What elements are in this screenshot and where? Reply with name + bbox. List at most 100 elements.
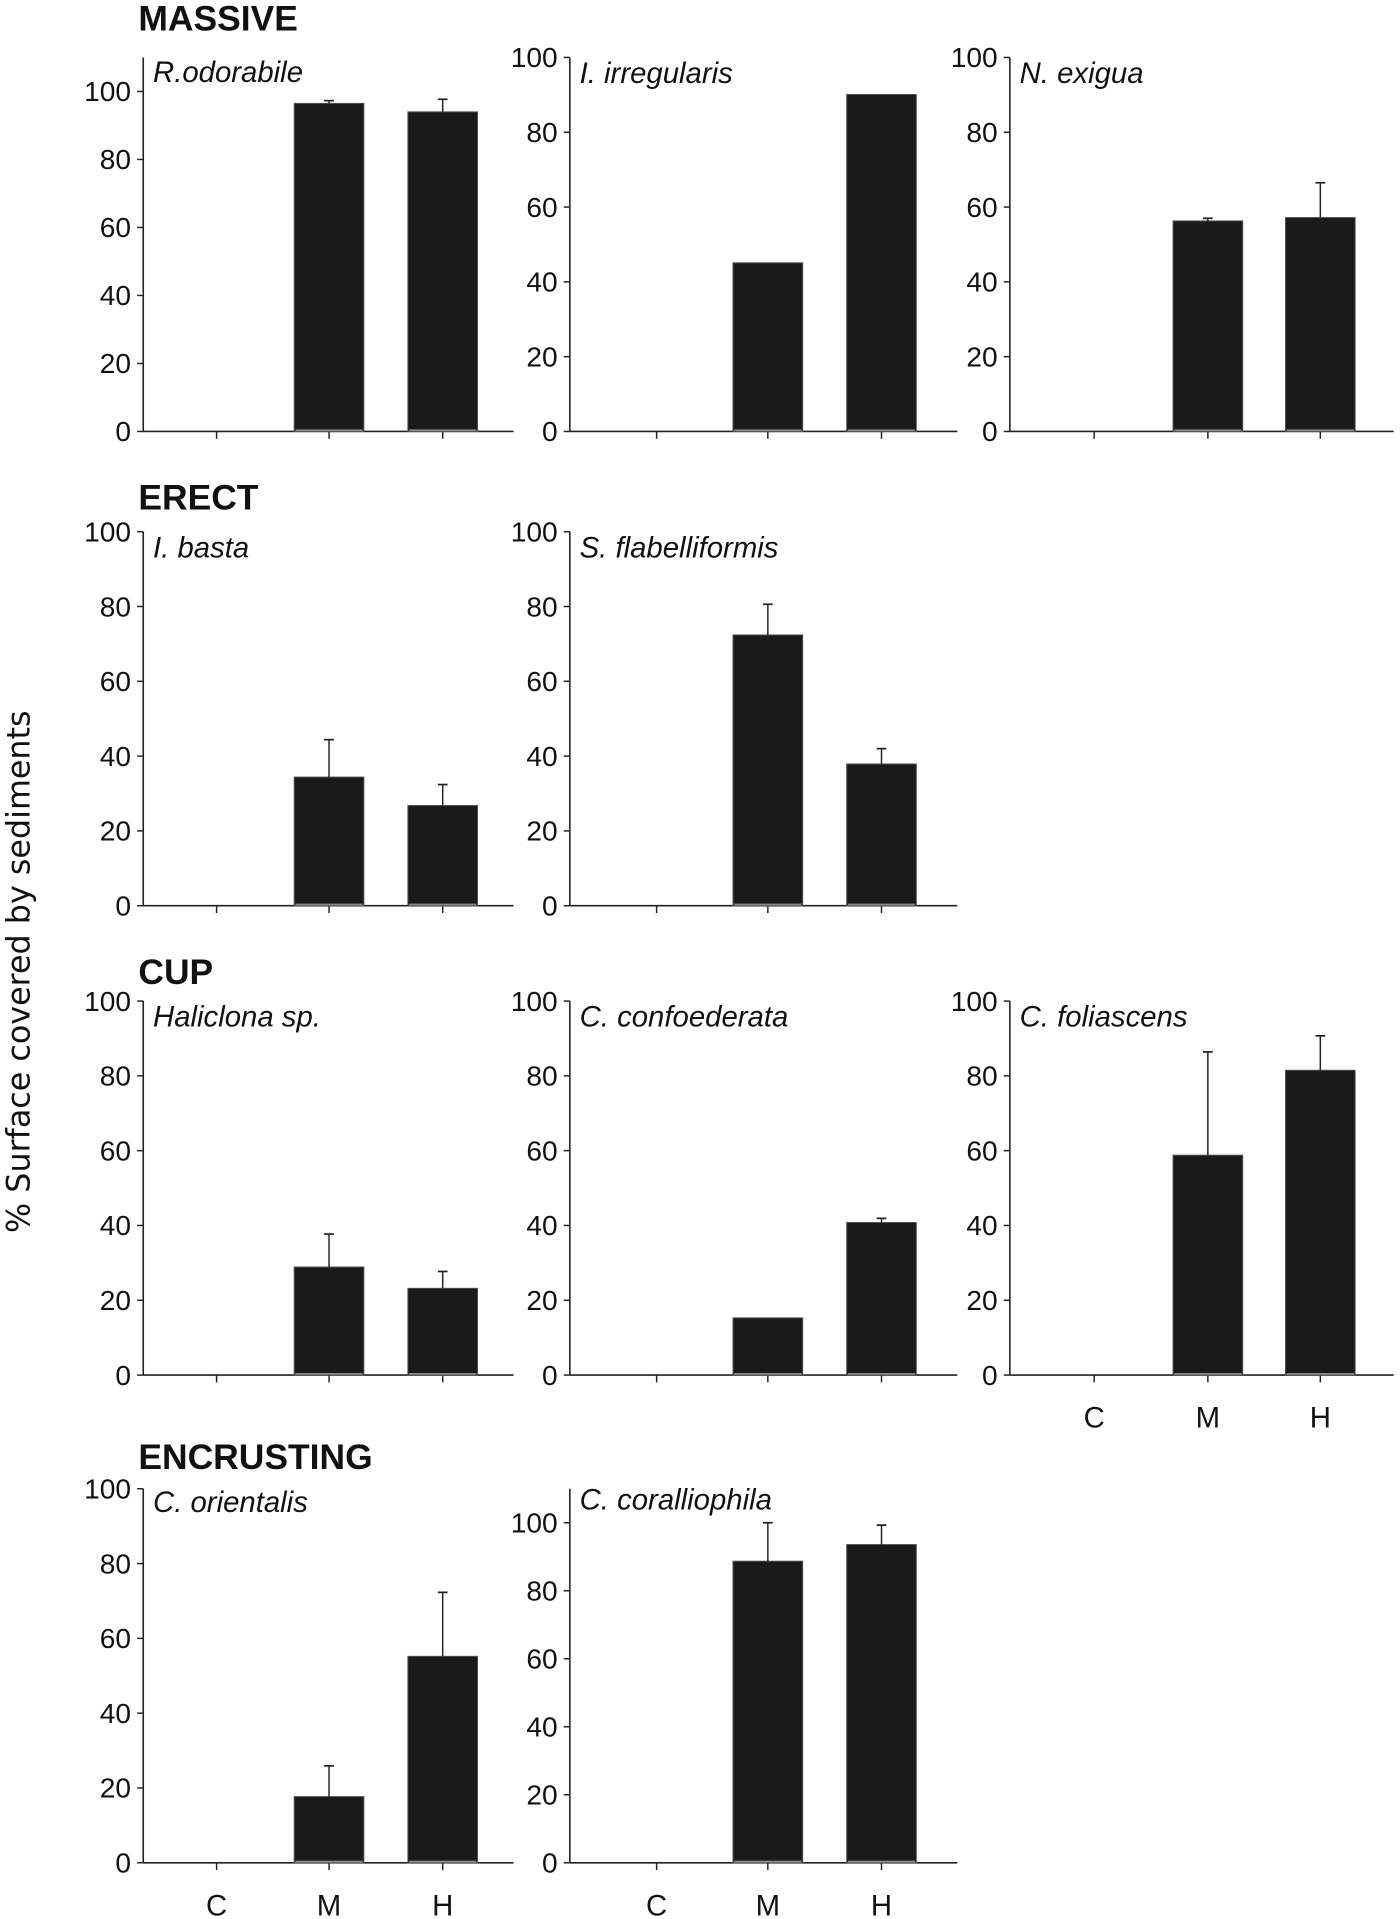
y-tick-label: 100 <box>84 1474 131 1505</box>
bar-H <box>1284 1069 1356 1376</box>
y-tick-label: 60 <box>526 1644 557 1675</box>
y-tick-label: 20 <box>526 816 557 847</box>
panel-n-exigua: 0 20 40 60 80 100 N. exigua <box>951 42 1394 447</box>
y-tick-label: 20 <box>526 341 557 372</box>
panel-title: C. coralliophila <box>580 1484 772 1517</box>
bar-H <box>846 93 917 432</box>
bar-M <box>293 1796 365 1864</box>
bar-M <box>732 634 804 907</box>
bar-M <box>293 1266 365 1376</box>
y-tick-label: 60 <box>526 1135 557 1166</box>
bar-M <box>732 262 804 432</box>
y-tick-label: 40 <box>966 267 997 298</box>
x-tick-label-H: H <box>432 1889 453 1919</box>
group-title-erect: ERECT <box>138 478 258 518</box>
bar-H <box>407 804 479 907</box>
panel-title: N. exigua <box>1020 57 1144 90</box>
y-tick-label: 100 <box>84 986 131 1017</box>
y-tick-label: 40 <box>526 1712 557 1743</box>
y-tick-label: 80 <box>526 117 557 148</box>
bar-M <box>732 1560 804 1864</box>
panel-haliclona-sp-: 0 20 40 60 80 100 Haliclona sp. <box>84 986 514 1391</box>
panel-title: I. irregularis <box>580 57 734 90</box>
y-tick-label: 0 <box>542 1360 558 1391</box>
x-tick-label-H: H <box>1310 1402 1331 1435</box>
y-tick-label: 100 <box>951 42 998 73</box>
y-tick-label: 60 <box>526 192 557 223</box>
panel-title: S. flabelliformis <box>580 531 779 564</box>
bar-H <box>407 111 479 432</box>
bar-H <box>846 1544 917 1864</box>
y-tick-label: 100 <box>511 516 558 547</box>
panel-s-flabelliformis: 0 20 40 60 80 100 S. flabelliformis <box>511 516 958 921</box>
y-tick-label: 80 <box>100 591 131 622</box>
x-tick-label-M: M <box>756 1889 780 1919</box>
panel-title: C. confoederata <box>580 1001 789 1034</box>
group-title-cup: CUP <box>138 952 213 992</box>
y-tick-label: 0 <box>982 1360 998 1391</box>
x-tick-label-C: C <box>646 1889 667 1919</box>
y-tick-label: 60 <box>100 1135 131 1166</box>
bar-M <box>732 1317 804 1376</box>
y-tick-label: 20 <box>966 341 997 372</box>
y-tick-label: 60 <box>100 212 131 243</box>
y-tick-label: 60 <box>966 192 997 223</box>
panel-title: R.odorabile <box>153 56 303 89</box>
y-tick-label: 60 <box>966 1135 997 1166</box>
panel-c-foliascens: 0 20 40 60 80 100 C. foliascens C M H <box>951 986 1394 1435</box>
group-title-encrusting: ENCRUSTING <box>138 1437 372 1477</box>
y-tick-label: 60 <box>526 666 557 697</box>
panel-r-odorabile: 0 20 40 60 80 100 R.odorabile <box>84 56 514 447</box>
y-tick-label: 80 <box>966 1061 997 1092</box>
panel-c-confoederata: 0 20 40 60 80 100 C. confoederata <box>511 986 958 1391</box>
y-tick-label: 100 <box>84 76 131 107</box>
y-tick-label: 20 <box>100 348 131 379</box>
y-tick-label: 100 <box>511 42 558 73</box>
y-tick-label: 60 <box>100 666 131 697</box>
panel-title: C. orientalis <box>153 1486 308 1519</box>
y-tick-label: 20 <box>966 1285 997 1316</box>
y-tick-label: 40 <box>100 1210 131 1241</box>
group-title-massive: MASSIVE <box>138 0 298 39</box>
x-tick-label-H: H <box>871 1889 892 1919</box>
y-tick-label: 20 <box>100 816 131 847</box>
y-tick-label: 100 <box>511 986 558 1017</box>
y-tick-label: 80 <box>526 591 557 622</box>
y-tick-label: 40 <box>100 741 131 772</box>
bar-M <box>293 102 365 432</box>
y-tick-label: 80 <box>100 144 131 175</box>
y-tick-label: 0 <box>542 890 558 921</box>
bar-M <box>293 776 365 907</box>
y-tick-label: 0 <box>115 1848 131 1879</box>
panel-title: C. foliascens <box>1020 1001 1188 1034</box>
y-tick-label: 60 <box>100 1623 131 1654</box>
y-tick-label: 100 <box>511 1508 558 1539</box>
y-tick-label: 100 <box>951 986 998 1017</box>
y-axis-label: % Surface covered by sediments <box>2 710 38 1233</box>
y-tick-label: 40 <box>526 1210 557 1241</box>
panel-c-coralliophila: 0 20 40 60 80 100 C. coralliophila C M H <box>511 1484 958 1919</box>
y-tick-label: 100 <box>84 516 131 547</box>
y-tick-label: 40 <box>526 267 557 298</box>
panel-i-irregularis: 0 20 40 60 80 100 I. irregularis <box>511 42 958 447</box>
y-tick-label: 0 <box>115 416 131 447</box>
bar-M <box>1172 220 1244 432</box>
y-tick-label: 20 <box>100 1773 131 1804</box>
panel-title: I. basta <box>153 531 249 564</box>
y-tick-label: 40 <box>526 741 557 772</box>
y-tick-label: 0 <box>115 890 131 921</box>
y-tick-label: 0 <box>542 416 558 447</box>
y-tick-label: 20 <box>526 1285 557 1316</box>
y-tick-label: 40 <box>966 1210 997 1241</box>
x-tick-label-C: C <box>1084 1402 1105 1435</box>
panel-title: Haliclona sp. <box>153 1001 321 1034</box>
y-tick-label: 80 <box>526 1576 557 1607</box>
y-tick-label: 20 <box>100 1285 131 1316</box>
x-tick-label-M: M <box>1196 1402 1220 1435</box>
bar-M <box>1172 1154 1244 1376</box>
x-tick-label-M: M <box>317 1889 341 1919</box>
panel-i-basta: 0 20 40 60 80 100 I. basta <box>84 516 514 921</box>
y-tick-label: 80 <box>100 1061 131 1092</box>
bar-H <box>1284 217 1356 432</box>
